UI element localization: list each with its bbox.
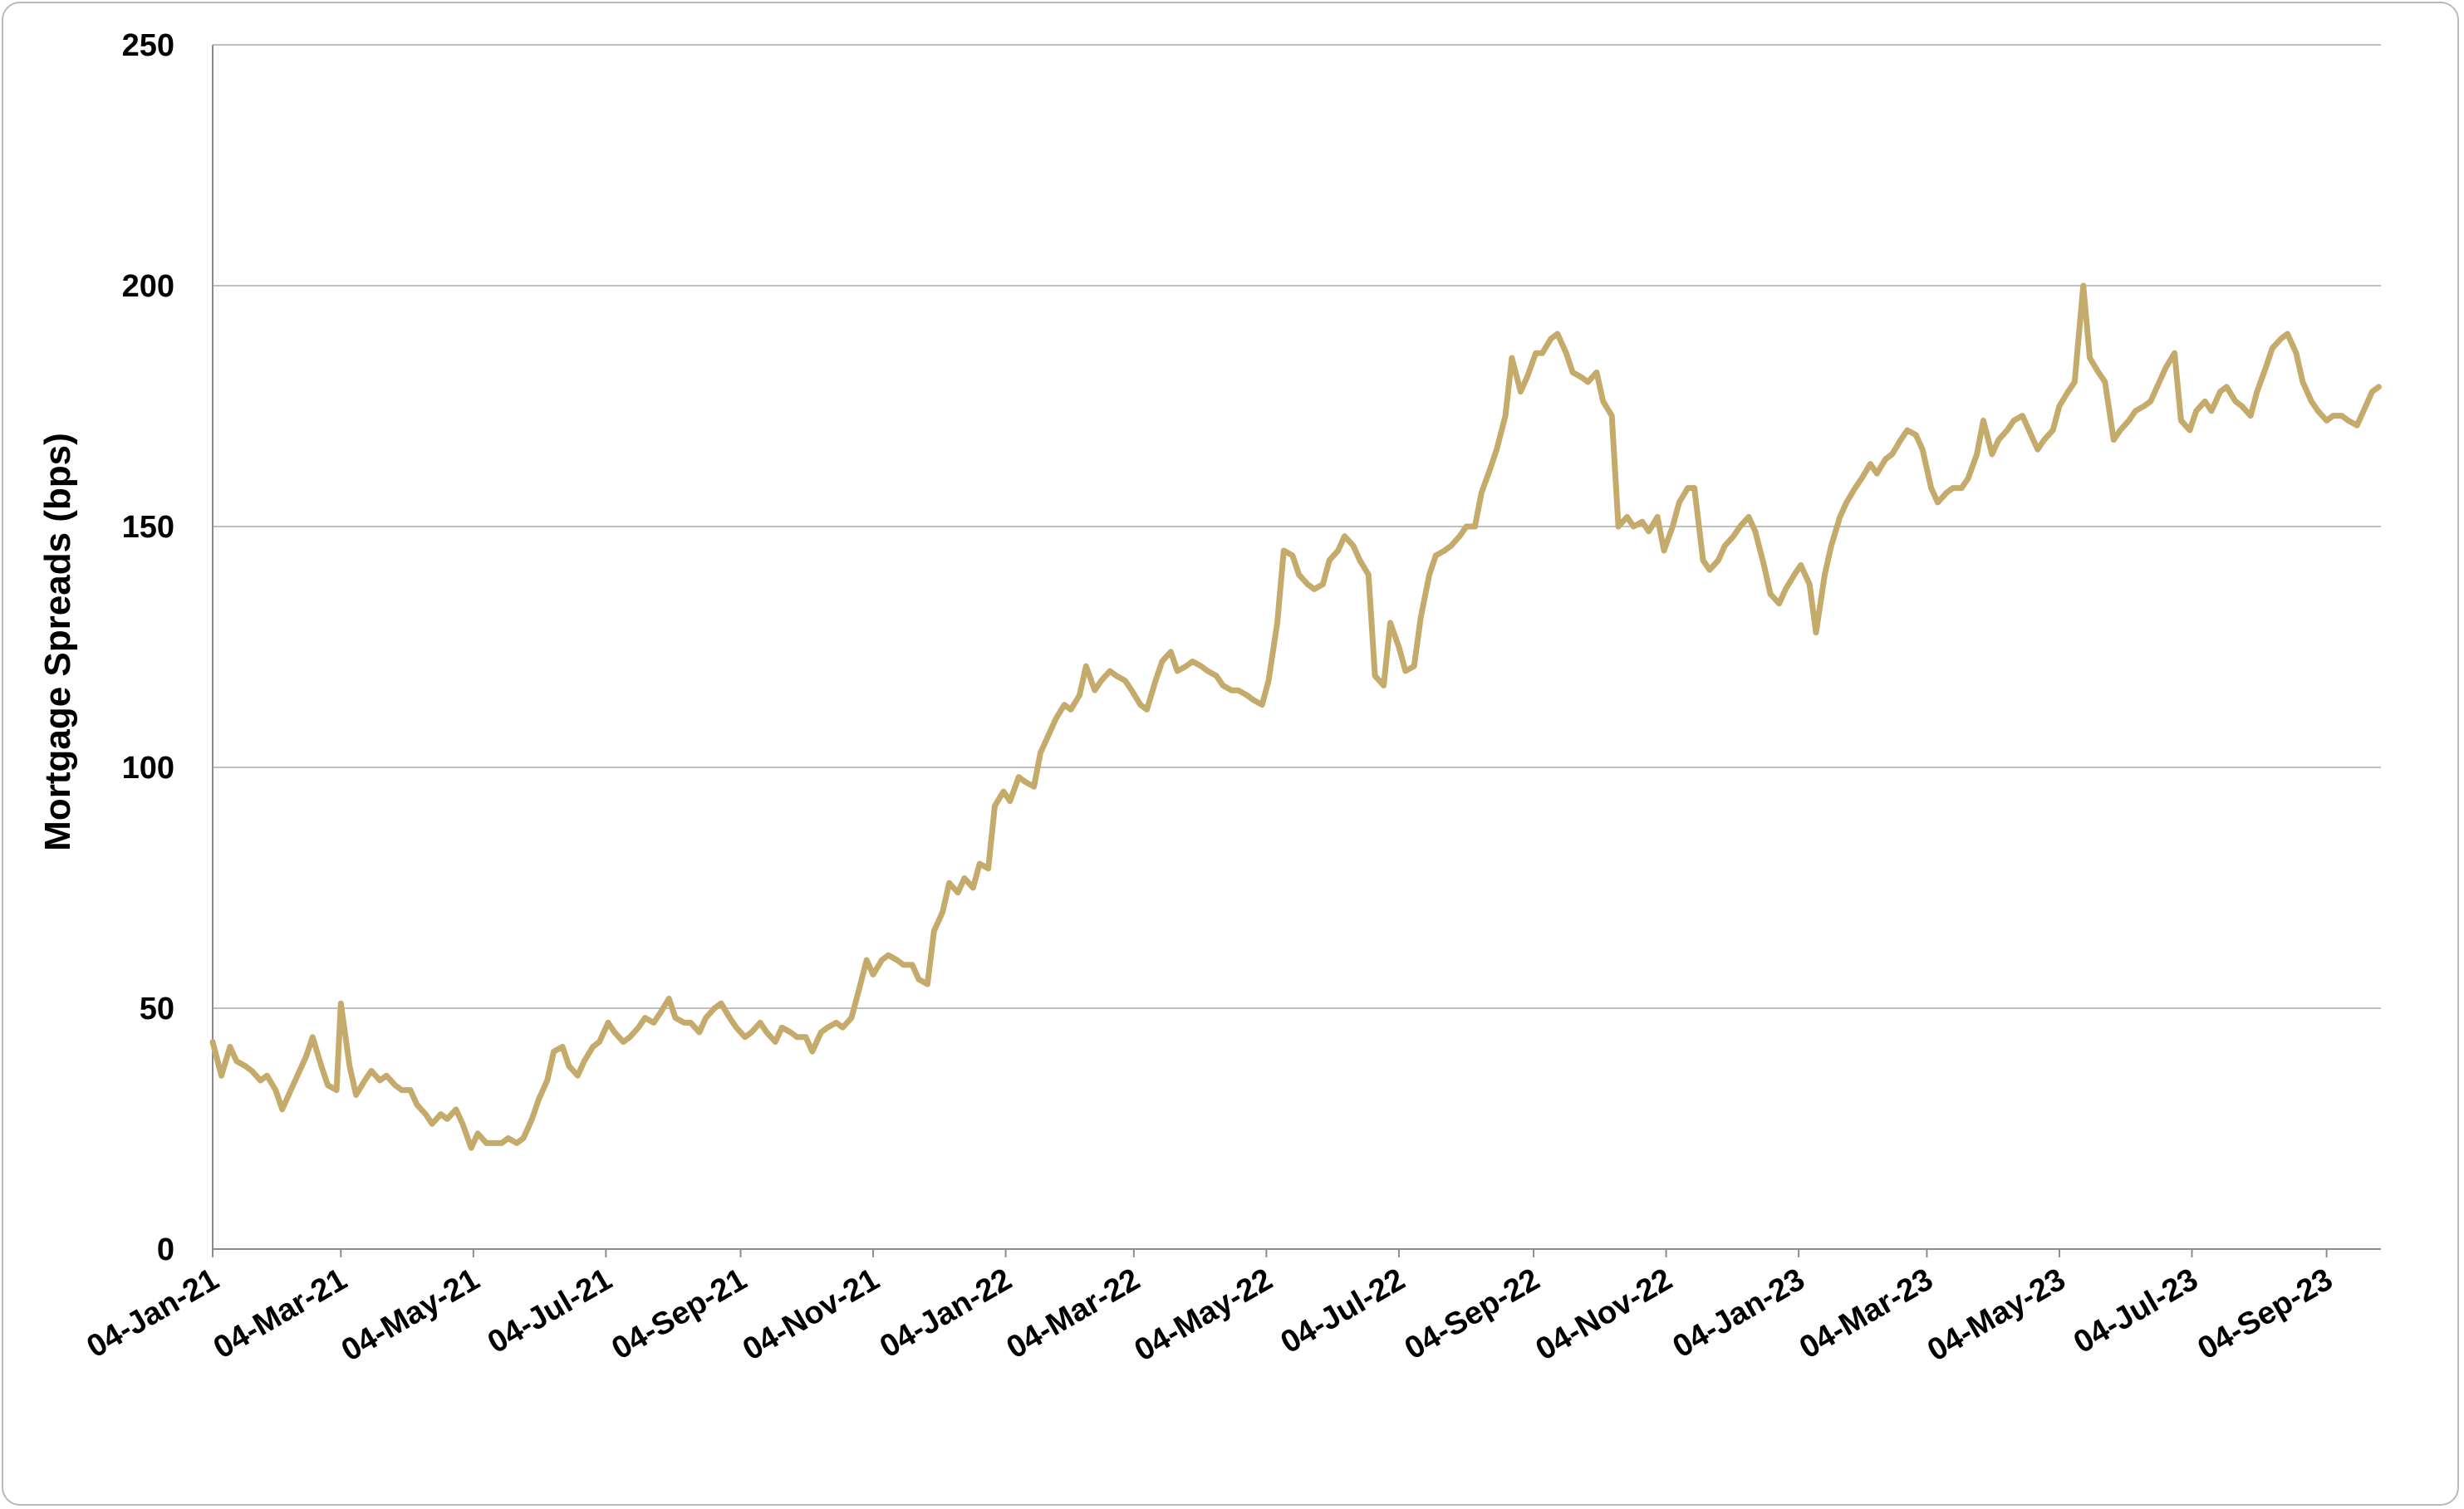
y-tick-label-200: 200 (122, 269, 174, 304)
x-tick-label-1: 04-Mar-21 (208, 1262, 353, 1365)
axes (212, 45, 2381, 1257)
x-tick-label-13: 04-Mar-23 (1794, 1262, 1939, 1365)
x-tick-label-11: 04-Nov-22 (1530, 1262, 1678, 1367)
x-tick-label-14: 04-May-23 (1922, 1262, 2071, 1368)
y-tick-label-0: 0 (157, 1232, 174, 1267)
x-tick-label-7: 04-Mar-22 (1001, 1262, 1146, 1365)
series-line-0 (209, 282, 2382, 1151)
x-tick-label-6: 04-Jan-22 (874, 1262, 1018, 1364)
x-tick-label-3: 04-Jul-21 (482, 1262, 618, 1360)
x-tick-label-0: 04-Jan-21 (81, 1262, 225, 1364)
x-tick-label-5: 04-Nov-21 (737, 1262, 885, 1367)
x-tick-label-8: 04-May-22 (1129, 1262, 1279, 1368)
x-tick-label-12: 04-Jan-23 (1667, 1262, 1811, 1364)
y-tick-label-100: 100 (122, 751, 174, 786)
gridlines (213, 44, 2381, 1009)
x-tick-label-10: 04-Sep-22 (1399, 1262, 1545, 1366)
series-group (209, 282, 2382, 1151)
y-tick-labels: 0 50 100 150 200 250 (122, 28, 174, 1267)
x-tick-label-16: 04-Sep-23 (2192, 1262, 2339, 1366)
y-axis-title: Mortgage Spreads (bps) (37, 433, 78, 851)
x-tick-labels: 04-Jan-2104-Mar-2104-May-2104-Jul-2104-S… (81, 1262, 2339, 1368)
y-tick-label-150: 150 (122, 510, 174, 545)
x-tick-label-4: 04-Sep-21 (606, 1262, 753, 1366)
x-tick-label-2: 04-May-21 (336, 1262, 485, 1368)
x-tick-label-9: 04-Jul-22 (1275, 1262, 1411, 1360)
y-tick-label-50: 50 (140, 992, 174, 1026)
y-tick-label-250: 250 (122, 28, 174, 63)
x-tick-label-15: 04-Jul-23 (2068, 1262, 2204, 1360)
